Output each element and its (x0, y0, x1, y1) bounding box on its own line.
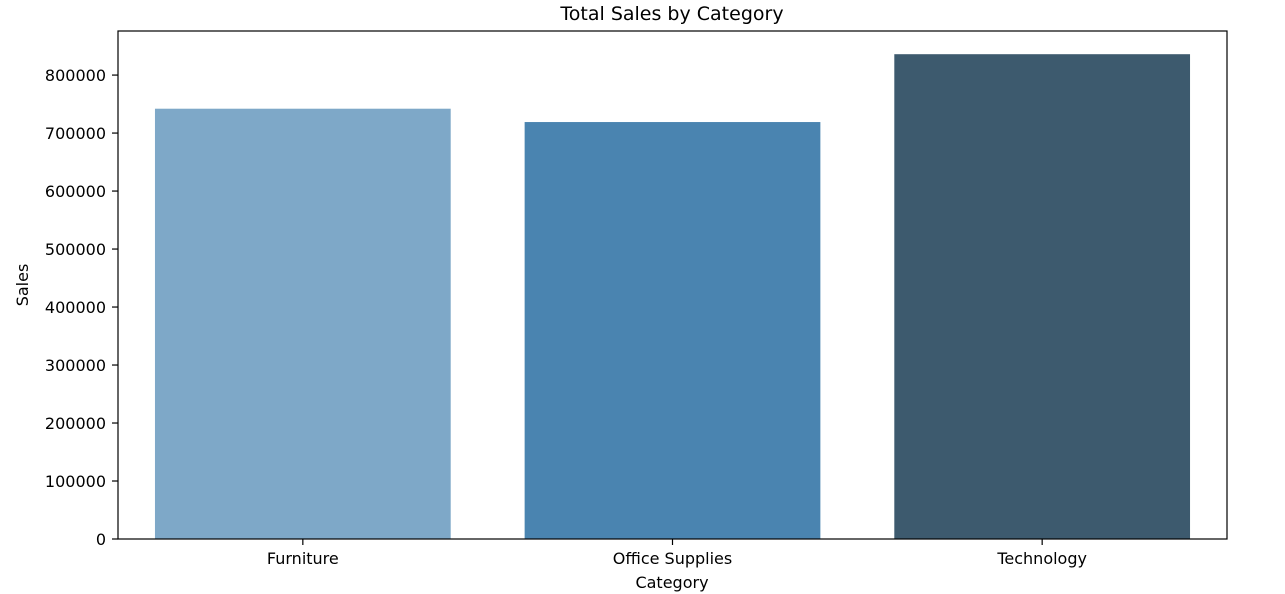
bar-office-supplies (524, 122, 821, 540)
y-tick-label: 200000 (45, 414, 106, 433)
x-tick-label: Technology (996, 549, 1087, 568)
y-tick-label: 700000 (45, 124, 106, 143)
y-tick-label: 300000 (45, 356, 106, 375)
y-axis-title: Sales (13, 264, 32, 307)
x-axis: Furniture Office Supplies Technology (267, 539, 1087, 568)
x-tick-label: Office Supplies (613, 549, 732, 568)
y-tick-label: 400000 (45, 298, 106, 317)
y-tick-label: 500000 (45, 240, 106, 259)
y-tick-label: 0 (96, 530, 106, 549)
y-tick-label: 100000 (45, 472, 106, 491)
x-axis-title: Category (635, 573, 708, 592)
x-tick-label: Furniture (267, 549, 339, 568)
bar-technology (894, 54, 1191, 539)
y-axis: 0 100000 200000 300000 400000 500000 600000 700… (45, 66, 118, 549)
y-tick-label: 600000 (45, 182, 106, 201)
y-tick-label: 800000 (45, 66, 106, 85)
bar-furniture (154, 108, 451, 539)
chart-title: Total Sales by Category (559, 3, 783, 25)
plot-area (154, 54, 1191, 540)
